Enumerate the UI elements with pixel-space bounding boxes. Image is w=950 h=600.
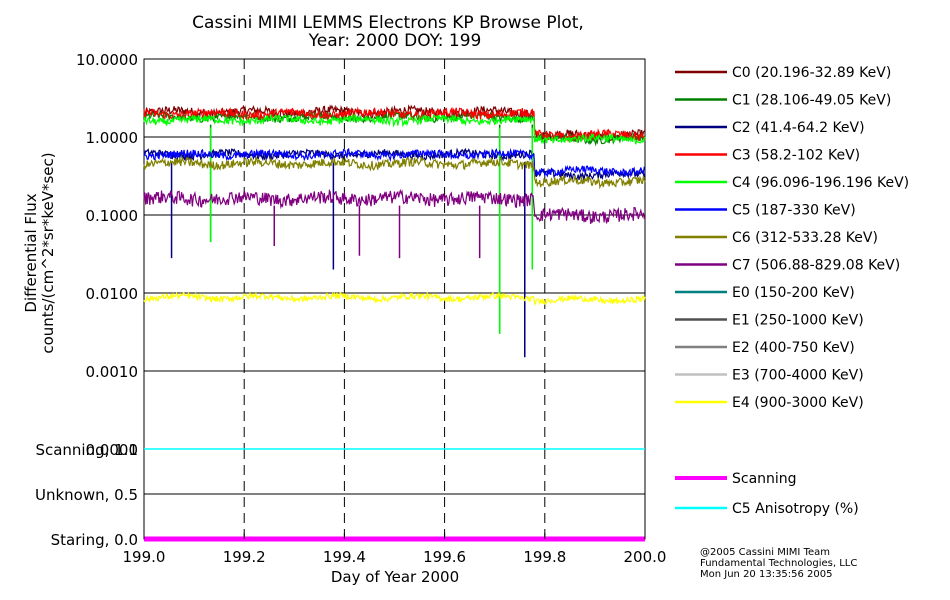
legend-label: C7 (506.88-829.08 KeV) (732, 258, 900, 274)
state-legend: Scanning C5 Anisotropy (%) (675, 471, 859, 517)
flux-y-ticks: 10.0000 1.0000 0.1000 0.0100 0.0010 0.0001 (76, 51, 138, 459)
y-axis-label-group: Differential Flux counts/(cm^2*sr*keV*se… (22, 152, 57, 353)
legend-label: E3 (700-4000 KeV) (732, 368, 864, 384)
state-legend-label: Scanning (732, 471, 797, 487)
legend-label: E2 (400-750 KeV) (732, 340, 855, 356)
x-tick-label: 199.2 (223, 548, 266, 566)
legend-label: C5 (187-330 KeV) (732, 203, 856, 219)
flux-gridlines (144, 58, 645, 450)
legend-label: C3 (58.2-102 KeV) (732, 148, 860, 164)
flux-series-line (143, 147, 646, 178)
state-panel: Scanning, 1.0 Unknown, 0.5 Staring, 0.0 (35, 441, 646, 549)
flux-y-tick-label: 0.0001 (86, 441, 139, 459)
credit-line-2: Fundamental Technologies, LLC (700, 558, 857, 569)
flux-y-tick-label: 0.0010 (86, 363, 139, 381)
state-y-tick-label: Unknown, 0.5 (35, 486, 138, 504)
legend-label: C6 (312-533.28 KeV) (732, 230, 878, 246)
flux-panel-frame (143, 58, 646, 450)
flux-y-tick-label: 0.1000 (86, 207, 139, 225)
flux-series-line (143, 106, 646, 143)
x-tick-label: 199.4 (323, 548, 366, 566)
y-axis-label-line1: Differential Flux (22, 193, 40, 312)
legend-label: E1 (250-1000 KeV) (732, 313, 864, 329)
flux-y-tick-label: 10.0000 (76, 51, 138, 69)
x-tick-label: 199.6 (423, 548, 466, 566)
y-axis-label-line2: counts/(cm^2*sr*keV*sec) (39, 152, 57, 353)
state-gridlines (144, 448, 645, 540)
flux-series-line (143, 188, 646, 224)
state-legend-label: C5 Anisotropy (%) (732, 501, 859, 517)
credit-line-1: @2005 Cassini MIMI Team (700, 547, 830, 558)
legend-label: E4 (900-3000 KeV) (732, 395, 864, 411)
state-y-ticks: Scanning, 1.0 Unknown, 0.5 Staring, 0.0 (35, 441, 138, 549)
x-tick-label: 200.0 (624, 548, 667, 566)
x-tick-label: 199.8 (523, 548, 566, 566)
legend: C0 (20.196-32.89 KeV) C1 (28.106-49.05 Ke… (675, 65, 909, 411)
flux-y-tick-label: 0.0100 (86, 285, 139, 303)
legend-label: C4 (96.096-196.196 KeV) (732, 175, 909, 191)
chart-subtitle: Year: 2000 DOY: 199 (308, 31, 482, 51)
legend-label: E0 (150-200 KeV) (732, 285, 855, 301)
flux-series-line (143, 113, 646, 145)
flux-series-line (143, 291, 646, 307)
legend-label: C1 (28.106-49.05 KeV) (732, 93, 891, 109)
flux-y-tick-label: 1.0000 (86, 129, 139, 147)
x-tick-label: 199.0 (123, 548, 166, 566)
flux-series-line (143, 155, 646, 190)
legend-label: C2 (41.4-64.2 KeV) (732, 120, 865, 136)
state-y-tick-label: Scanning, 1.0 (35, 441, 138, 459)
x-axis-label: Day of Year 2000 (331, 568, 459, 586)
state-y-tick-label: Staring, 0.0 (51, 531, 138, 549)
legend-label: C0 (20.196-32.89 KeV) (732, 65, 891, 81)
state-series-group (144, 448, 645, 542)
credit-line-3: Mon Jun 20 13:35:56 2005 (700, 569, 833, 580)
flux-panel: 10.0000 1.0000 0.1000 0.0100 0.0010 0.0001 (76, 51, 646, 459)
flux-vertical-markers (243, 59, 546, 449)
x-axis-ticks: 199.0 199.2 199.4 199.6 199.8 200.0 (123, 533, 667, 566)
chart-title: Cassini MIMI LEMMS Electrons KP Browse P… (192, 13, 584, 33)
flux-series-group (143, 104, 646, 358)
